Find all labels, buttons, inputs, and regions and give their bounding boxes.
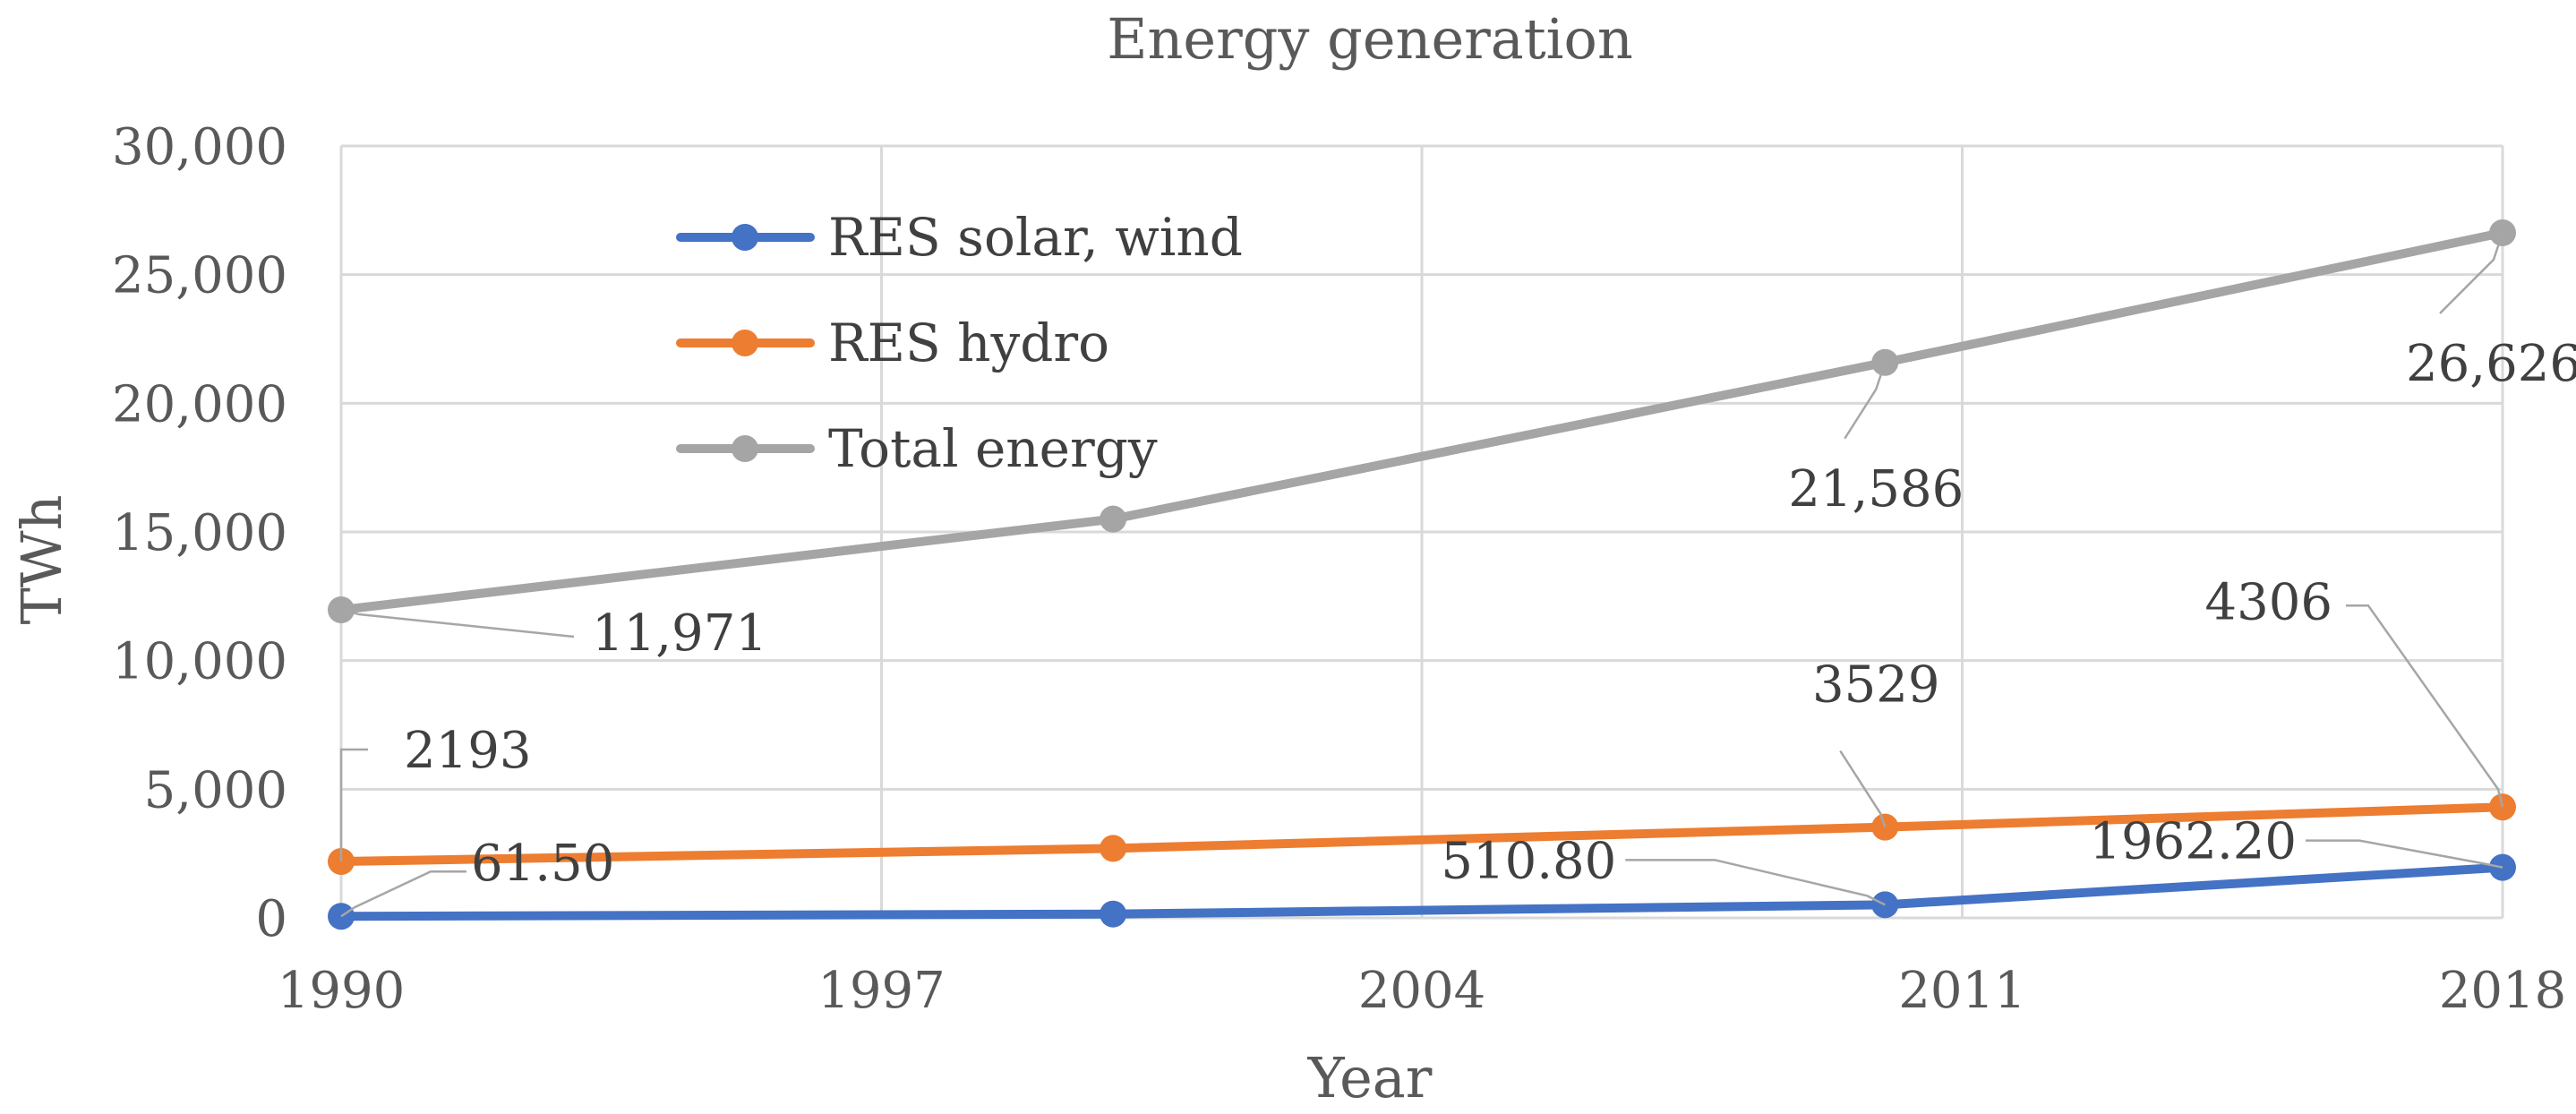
legend-label: RES solar, wind (828, 207, 1243, 268)
label-leader-line (1844, 362, 1887, 440)
legend-swatch-marker (732, 224, 758, 251)
label-leader-line (339, 748, 368, 861)
data-label: 11,971 (592, 604, 767, 663)
legend-label: RES hydro (828, 313, 1109, 373)
series-line (337, 802, 2507, 866)
y-tick-label: 0 (255, 890, 287, 948)
data-label: 21,586 (1788, 460, 1964, 518)
series-line (337, 227, 2507, 615)
y-tick-label: 25,000 (112, 247, 287, 305)
label-leader-line (1839, 750, 1887, 827)
data-label: 1962.20 (2089, 813, 2297, 871)
data-point (1100, 835, 1127, 862)
data-labels: 61.50 510.80 1962.20 2193 3529 4306 11,971 21,5… (339, 232, 2576, 918)
label-leader-line (1625, 859, 1886, 906)
y-tick-label: 20,000 (112, 375, 287, 433)
x-axis-title: Year (1307, 1045, 1433, 1110)
data-label: 4306 (2204, 573, 2332, 631)
series-line (337, 862, 2507, 921)
legend-swatch-marker (732, 330, 758, 356)
label-leader-line (2439, 232, 2504, 314)
x-tick-label: 2011 (1898, 962, 2026, 1020)
data-point (1100, 505, 1127, 533)
data-label: 3529 (1812, 656, 1940, 715)
x-axis-ticks: 1990 1997 2004 2011 2018 (278, 962, 2567, 1020)
y-tick-label: 10,000 (112, 633, 287, 691)
data-label: 510.80 (1441, 832, 1616, 890)
x-tick-label: 2018 (2439, 962, 2567, 1020)
legend-swatch-marker (732, 435, 758, 462)
label-leader-line (340, 870, 466, 918)
chart-title: Energy generation (1107, 6, 1633, 72)
y-axis-ticks: 0 5,000 10,000 15,000 20,000 25,000 30,000 (112, 118, 287, 948)
data-label: 26,626 (2406, 335, 2576, 393)
x-tick-label: 2004 (1358, 962, 1486, 1020)
series (328, 219, 2516, 930)
label-leader-line (2346, 604, 2504, 808)
y-axis-title: TWh (9, 494, 74, 624)
y-tick-label: 5,000 (144, 761, 287, 819)
y-tick-label: 30,000 (112, 118, 287, 176)
legend: RES solar, wind RES hydro Total energy (676, 207, 1243, 479)
data-point (1100, 900, 1127, 928)
data-label: 61.50 (471, 835, 614, 893)
label-leader-line (340, 608, 575, 638)
label-leader-line (2306, 839, 2503, 869)
legend-label: Total energy (828, 418, 1158, 479)
grid (339, 144, 2504, 920)
x-tick-label: 1997 (817, 962, 946, 1020)
x-tick-label: 1990 (278, 962, 406, 1020)
y-tick-label: 15,000 (112, 504, 287, 562)
data-label: 2193 (404, 722, 532, 780)
